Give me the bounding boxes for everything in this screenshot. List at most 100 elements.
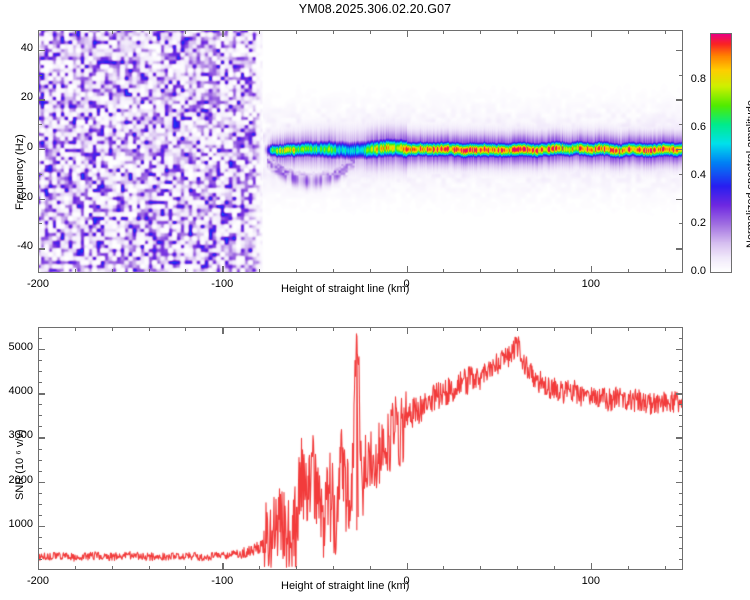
- axis-tick: [406, 30, 408, 37]
- axis-tick-label: 0.4: [690, 169, 706, 181]
- axis-tick: [332, 327, 334, 331]
- page-title: YM08.2025.306.02.20.G07: [298, 2, 452, 16]
- axis-tick: [38, 481, 45, 483]
- axis-tick: [111, 566, 113, 570]
- axis-tick: [679, 360, 683, 362]
- axis-tick: [296, 566, 297, 570]
- axis-tick: [590, 266, 593, 273]
- axis-tick: [664, 30, 666, 34]
- axis-tick-label: 0.6: [690, 121, 706, 133]
- colorbar: [710, 33, 732, 273]
- axis-tick: [222, 327, 224, 334]
- colorbar-label: Normalized spectral amplitude: [745, 100, 750, 248]
- axis-tick: [38, 448, 42, 450]
- axis-tick: [259, 30, 261, 34]
- axis-tick: [679, 124, 683, 126]
- snr-ylabel: SNR (10 ⁶ v/v): [14, 429, 26, 500]
- axis-tick: [259, 327, 261, 331]
- snr-plot-area: [38, 327, 683, 570]
- axis-tick: [480, 327, 482, 331]
- axis-tick: [679, 547, 683, 549]
- axis-tick-label: 0.8: [690, 73, 706, 85]
- axis-tick-label: 0: [403, 278, 410, 290]
- axis-tick-label: 3000: [8, 429, 33, 442]
- axis-tick: [369, 30, 371, 34]
- axis-tick: [480, 566, 482, 570]
- axis-tick-label: -200: [26, 278, 50, 290]
- axis-tick: [406, 327, 408, 334]
- axis-tick: [369, 566, 371, 570]
- axis-tick: [259, 269, 261, 273]
- axis-tick: [676, 481, 683, 483]
- axis-tick: [38, 266, 40, 273]
- axis-tick: [679, 404, 683, 406]
- axis-tick: [38, 470, 42, 472]
- axis-tick: [148, 30, 150, 34]
- axis-tick: [111, 327, 113, 331]
- axis-tick: [148, 566, 150, 570]
- axis-tick: [38, 74, 42, 76]
- axis-tick: [590, 327, 593, 334]
- axis-tick: [38, 437, 45, 439]
- axis-tick: [443, 566, 445, 570]
- axis-tick: [74, 566, 76, 570]
- axis-tick-label: 4000: [8, 385, 33, 398]
- spectrogram-ylabel: Frequency (Hz): [14, 134, 26, 210]
- axis-tick: [74, 269, 76, 273]
- spectrogram-axes: [38, 30, 683, 273]
- axis-tick: [679, 173, 683, 175]
- axis-tick: [517, 566, 519, 570]
- axis-tick: [676, 149, 683, 151]
- axis-tick: [590, 563, 593, 570]
- axis-tick: [185, 30, 187, 34]
- axis-tick: [679, 459, 683, 461]
- axis-tick: [676, 525, 683, 528]
- axis-tick: [369, 327, 371, 331]
- axis-tick: [676, 437, 683, 439]
- axis-tick: [554, 30, 555, 34]
- axis-tick: [679, 415, 683, 417]
- axis-tick: [332, 30, 334, 34]
- axis-tick: [480, 269, 482, 273]
- axis-tick-label: 40: [20, 41, 33, 54]
- axis-tick: [443, 30, 445, 34]
- axis-tick: [38, 558, 42, 560]
- axis-tick: [38, 459, 42, 461]
- axis-tick-label: 0.2: [690, 217, 706, 229]
- axis-tick: [185, 327, 187, 331]
- axis-tick: [259, 566, 261, 570]
- axis-tick: [517, 30, 519, 34]
- axis-tick: [679, 382, 683, 384]
- axis-tick: [679, 492, 683, 494]
- axis-tick: [38, 124, 42, 126]
- axis-tick: [38, 198, 45, 200]
- axis-tick: [111, 30, 113, 34]
- axis-tick-label: -40: [17, 240, 33, 253]
- axis-tick: [148, 269, 150, 273]
- axis-tick: [443, 269, 445, 273]
- axis-tick: [38, 514, 42, 516]
- axis-tick: [554, 269, 555, 273]
- axis-tick: [627, 269, 629, 273]
- axis-tick: [38, 393, 45, 395]
- axis-tick: [74, 30, 76, 34]
- axis-tick-label: 0: [403, 575, 410, 587]
- axis-tick-label: 1000: [8, 517, 33, 530]
- axis-tick: [664, 327, 666, 331]
- axis-tick: [679, 426, 683, 428]
- axis-tick: [38, 30, 40, 37]
- axis-tick: [38, 327, 40, 334]
- axis-tick: [443, 327, 445, 331]
- axis-tick: [369, 269, 371, 273]
- axis-tick: [222, 563, 224, 570]
- axis-tick: [664, 566, 666, 570]
- axis-tick: [679, 514, 683, 516]
- axis-tick-label: 5000: [8, 341, 33, 354]
- axis-tick: [296, 269, 297, 273]
- axis-tick: [332, 566, 334, 570]
- axis-tick: [38, 404, 42, 406]
- axis-tick: [679, 223, 683, 225]
- axis-tick: [679, 558, 683, 560]
- spectrogram-image: [38, 30, 683, 273]
- axis-tick: [38, 492, 42, 494]
